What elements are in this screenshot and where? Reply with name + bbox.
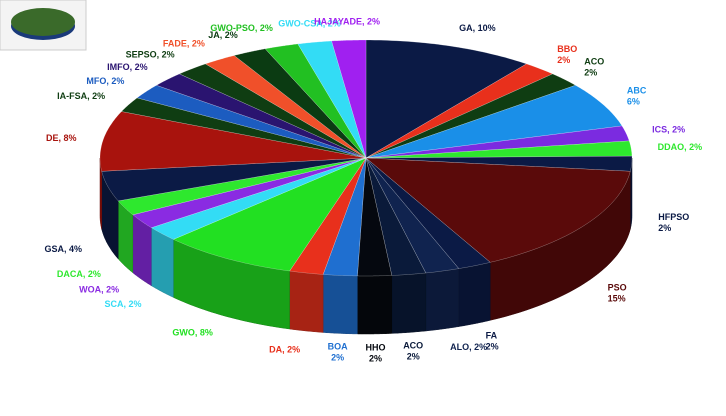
thumbnail bbox=[0, 0, 87, 51]
slice-label: GSA, 4% bbox=[44, 244, 82, 254]
pie-slice bbox=[172, 157, 367, 272]
pie-slice-side bbox=[151, 227, 174, 298]
pie-slice bbox=[365, 85, 623, 159]
pie-slice-side bbox=[458, 261, 491, 327]
pie-slice bbox=[101, 157, 367, 202]
pie-slice bbox=[156, 73, 367, 159]
pie-labels: GA, 10% BBO 2% ACO 2% ABC 6% ICS, 2% DDAO, 2% HFP… bbox=[44, 16, 702, 363]
pie-slice bbox=[132, 157, 367, 228]
pie-slice bbox=[289, 157, 367, 275]
pie-slice bbox=[136, 85, 367, 159]
pie-slice bbox=[365, 157, 631, 263]
pie-slice bbox=[365, 39, 527, 159]
slice-label: GWO-PSO, 2% bbox=[210, 23, 273, 33]
pie-slice bbox=[365, 157, 460, 274]
slice-label: ACO 2% bbox=[403, 341, 423, 362]
thumbnail-pie-top bbox=[11, 8, 75, 36]
slice-label: SCA, 2% bbox=[104, 299, 141, 309]
slice-label: DE, 8% bbox=[46, 133, 77, 143]
pie-slice-side bbox=[322, 274, 358, 335]
pie-slice bbox=[331, 39, 367, 159]
slice-label: HFPSO 2% bbox=[658, 212, 689, 233]
slice-label: BOA 2% bbox=[328, 342, 349, 363]
slice-label: FA 2% bbox=[486, 330, 499, 351]
slice-label: IA-FSA, 2% bbox=[57, 91, 105, 101]
slice-label: ACO 2% bbox=[584, 56, 604, 77]
pie-slice-side bbox=[357, 275, 393, 335]
slice-label: GWO-CSA, 2% bbox=[278, 19, 341, 29]
slice-label: HHO 2% bbox=[366, 342, 386, 363]
slice-label: PSO 15% bbox=[608, 283, 627, 304]
pie-slice bbox=[178, 63, 367, 159]
pie-slice bbox=[233, 48, 367, 159]
slice-label: FADE, 2% bbox=[163, 39, 205, 49]
pie-slice bbox=[365, 63, 554, 159]
pie-slice bbox=[357, 157, 393, 277]
pie-slice bbox=[365, 140, 633, 159]
pie-slice-side bbox=[391, 272, 427, 334]
pie-tops bbox=[99, 39, 633, 277]
pie-slice bbox=[365, 73, 576, 159]
slice-label: ALO, 2% bbox=[450, 342, 487, 352]
pie-slice bbox=[150, 157, 367, 240]
pie-slice bbox=[297, 40, 367, 159]
slice-label: BBO 2% bbox=[557, 44, 577, 65]
pie-slice bbox=[365, 157, 491, 269]
pie-slice-side bbox=[425, 268, 460, 332]
slice-label: DA, 2% bbox=[269, 344, 300, 354]
pie-slice bbox=[365, 155, 633, 172]
slice-label: DACA, 2% bbox=[57, 269, 101, 279]
slice-label: WOA, 2% bbox=[79, 285, 119, 295]
slice-label: HAJAYADE, 2% bbox=[314, 16, 380, 26]
pie-slice bbox=[117, 157, 367, 216]
slice-label: DDAO, 2% bbox=[658, 142, 703, 152]
slice-label: MFO, 2% bbox=[86, 76, 124, 86]
pie-slice bbox=[121, 97, 367, 159]
slice-label: IMFO, 2% bbox=[107, 62, 148, 72]
pie-slice-side bbox=[289, 270, 324, 333]
slice-label: GWO, 8% bbox=[172, 328, 213, 338]
slice-label: JA, 2% bbox=[208, 30, 238, 40]
slice-label: SEPSO, 2% bbox=[126, 49, 175, 59]
pie-slice bbox=[264, 43, 367, 159]
pie-slice bbox=[204, 55, 367, 159]
pie-slice bbox=[365, 157, 427, 276]
pie-sides bbox=[99, 158, 633, 335]
slice-label: ICS, 2% bbox=[652, 124, 685, 134]
pie-slice bbox=[99, 111, 367, 172]
pie-slice bbox=[365, 125, 630, 159]
slice-label: ABC 6% bbox=[627, 86, 647, 107]
slice-label: GA, 10% bbox=[459, 23, 496, 33]
